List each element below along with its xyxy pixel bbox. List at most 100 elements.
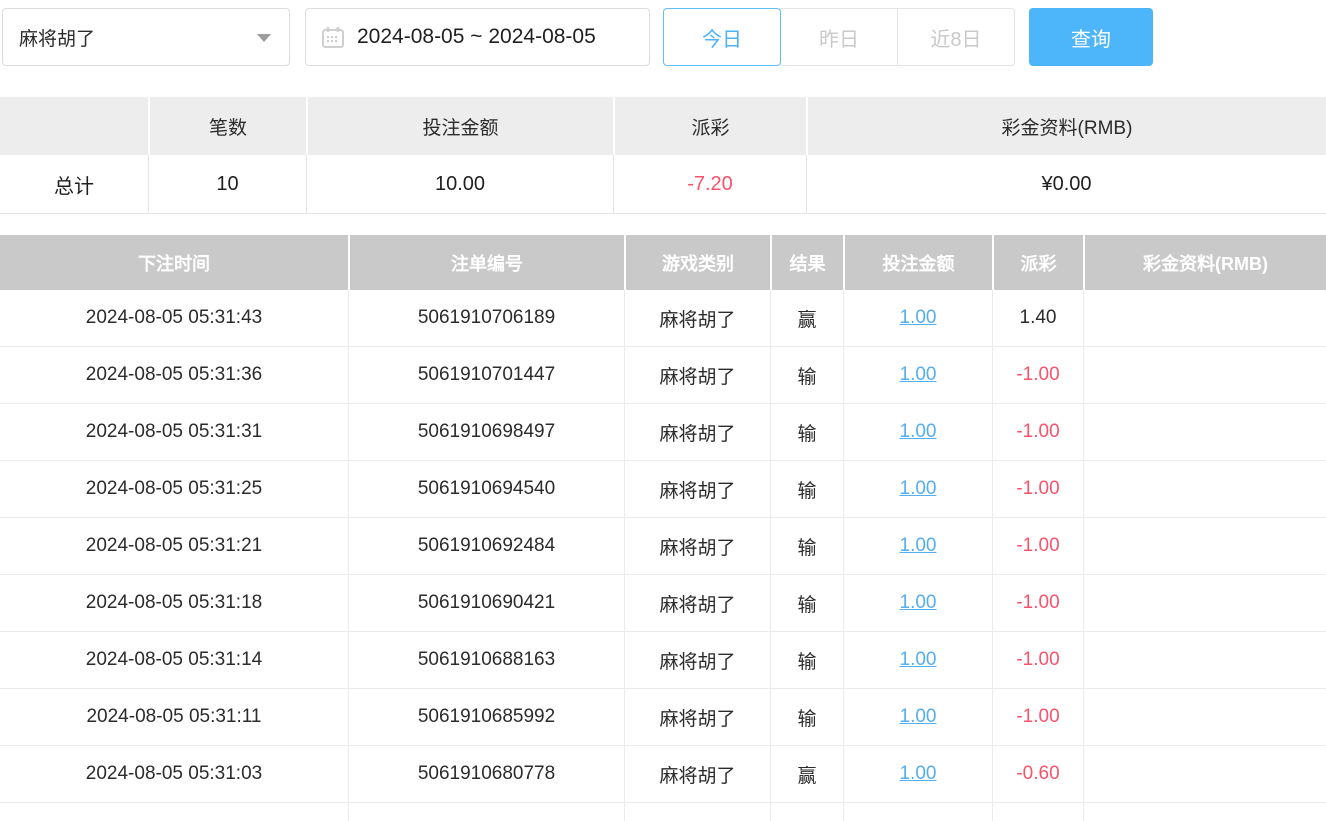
table-row: 2024-08-05 05:31:25 5061910694540 麻将胡了 输… (0, 461, 1326, 518)
bet-result: 输 (770, 689, 843, 745)
summary-total-payout: -7.20 (613, 155, 806, 213)
bet-result: 输 (770, 632, 843, 688)
payout-value: -1.00 (992, 404, 1083, 460)
summary-header-payout: 派彩 (613, 97, 806, 155)
bet-time: 2024-08-05 05:31:21 (85, 535, 263, 556)
bet-amount-link[interactable]: 1.00 (899, 535, 937, 556)
bet-time: 2024-08-05 05:31:31 (85, 421, 263, 442)
payout-value: -1.00 (992, 632, 1083, 688)
game-category: 麻将胡了 (624, 404, 770, 460)
game-category: 麻将胡了 (624, 575, 770, 631)
summary-total-row: 总计 10 10.00 -7.20 ¥0.00 (0, 155, 1326, 214)
summary-header-blank (0, 97, 148, 155)
table-row: 2024-08-05 05:31:11 5061910685992 麻将胡了 输… (0, 689, 1326, 746)
payout-value: 1.40 (992, 290, 1083, 346)
payout-value: -1.00 (992, 347, 1083, 403)
bonus-value (1083, 404, 1326, 460)
bet-amount-link[interactable]: 1.00 (899, 649, 937, 670)
col-header-game: 游戏类别 (624, 235, 770, 290)
bonus-value (1083, 803, 1326, 821)
bonus-value (1083, 575, 1326, 631)
summary-header-bet-amount: 投注金额 (306, 97, 613, 155)
summary-header-count: 笔数 (148, 97, 306, 155)
game-category: 麻将胡了 (624, 689, 770, 745)
bonus-value (1083, 290, 1326, 346)
table-row: 2024-08-05 05:31:18 5061910690421 麻将胡了 输… (0, 575, 1326, 632)
bonus-value (1083, 689, 1326, 745)
bet-result: 输 (770, 347, 843, 403)
bet-amount-link[interactable]: 1.00 (899, 478, 937, 499)
quick-filter-last8days[interactable]: 近8日 (897, 8, 1015, 66)
col-header-bet: 投注金额 (843, 235, 992, 290)
table-row: 2024-08-05 05:31:36 5061910701447 麻将胡了 输… (0, 347, 1326, 404)
game-category: 麻将胡了 (624, 518, 770, 574)
order-id: 5061910690421 (348, 575, 624, 631)
summary-table: 笔数 投注金额 派彩 彩金资料(RMB) 总计 10 10.00 -7.20 ¥… (0, 97, 1326, 214)
query-button[interactable]: 查询 (1029, 8, 1153, 66)
chevron-down-icon (257, 34, 271, 42)
bet-time: 2024-08-05 05:31:18 (85, 592, 263, 613)
payout-value: -1.00 (992, 689, 1083, 745)
summary-total-bet-amount: 10.00 (306, 155, 613, 213)
bet-result (770, 803, 843, 821)
bonus-value (1083, 461, 1326, 517)
col-header-bonus: 彩金资料(RMB) (1083, 235, 1326, 290)
bet-result: 赢 (770, 746, 843, 802)
payout-value: -1.00 (992, 575, 1083, 631)
bet-time: 2024-08-05 05:31:36 (85, 364, 263, 385)
summary-header-row: 笔数 投注金额 派彩 彩金资料(RMB) (0, 97, 1326, 155)
date-range-picker[interactable]: 2024-08-05 ~ 2024-08-05 (305, 8, 650, 66)
date-range-value: 2024-08-05 ~ 2024-08-05 (357, 25, 596, 48)
table-row (0, 803, 1326, 821)
bonus-value (1083, 746, 1326, 802)
bonus-value (1083, 632, 1326, 688)
records-body: 2024-08-05 05:31:43 5061910706189 麻将胡了 赢… (0, 290, 1326, 821)
bet-result: 输 (770, 404, 843, 460)
bet-amount-link[interactable]: 1.00 (899, 307, 937, 328)
order-id: 5061910680778 (348, 746, 624, 802)
summary-total-label: 总计 (54, 175, 94, 198)
quick-filter-today[interactable]: 今日 (663, 8, 781, 66)
records-header-row: 下注时间 注单编号 游戏类别 结果 投注金额 派彩 彩金资料(RMB) (0, 235, 1326, 290)
game-category: 麻将胡了 (624, 347, 770, 403)
bet-result: 赢 (770, 290, 843, 346)
calendar-icon (322, 27, 344, 48)
order-id: 5061910698497 (348, 404, 624, 460)
game-category: 麻将胡了 (624, 461, 770, 517)
order-id: 5061910685992 (348, 689, 624, 745)
bet-amount-link[interactable]: 1.00 (899, 364, 937, 385)
table-row: 2024-08-05 05:31:21 5061910692484 麻将胡了 输… (0, 518, 1326, 575)
col-header-result: 结果 (770, 235, 843, 290)
bet-amount-link[interactable]: 1.00 (899, 763, 937, 784)
toolbar: 麻将胡了 2024-08-05 ~ 2024-08-05 今日 昨日 近8日 查… (2, 8, 1326, 66)
bonus-value (1083, 518, 1326, 574)
bet-time: 2024-08-05 05:31:25 (85, 478, 263, 499)
bet-amount-link[interactable]: 1.00 (899, 706, 937, 727)
bet-time: 2024-08-05 05:31:03 (85, 763, 263, 784)
bet-amount-link[interactable]: 1.00 (899, 592, 937, 613)
table-row: 2024-08-05 05:31:31 5061910698497 麻将胡了 输… (0, 404, 1326, 461)
table-row: 2024-08-05 05:31:14 5061910688163 麻将胡了 输… (0, 632, 1326, 689)
bet-result: 输 (770, 575, 843, 631)
quick-filter-yesterday[interactable]: 昨日 (780, 8, 898, 66)
col-header-order-id: 注单编号 (348, 235, 624, 290)
col-header-payout: 派彩 (992, 235, 1083, 290)
bet-time: 2024-08-05 05:31:14 (85, 649, 263, 670)
order-id (348, 803, 624, 821)
game-select[interactable]: 麻将胡了 (2, 8, 290, 66)
game-category: 麻将胡了 (624, 290, 770, 346)
bet-result: 输 (770, 518, 843, 574)
order-id: 5061910701447 (348, 347, 624, 403)
order-id: 5061910694540 (348, 461, 624, 517)
game-category: 麻将胡了 (624, 632, 770, 688)
payout-value: -1.00 (992, 518, 1083, 574)
summary-header-bonus: 彩金资料(RMB) (806, 97, 1326, 155)
game-select-value: 麻将胡了 (19, 28, 96, 50)
bet-time (0, 803, 348, 821)
payout-value: -1.00 (992, 461, 1083, 517)
bet-result: 输 (770, 461, 843, 517)
quick-filter-group: 今日 昨日 近8日 (663, 8, 1015, 66)
bet-amount-link[interactable]: 1.00 (899, 421, 937, 442)
table-row: 2024-08-05 05:31:03 5061910680778 麻将胡了 赢… (0, 746, 1326, 803)
